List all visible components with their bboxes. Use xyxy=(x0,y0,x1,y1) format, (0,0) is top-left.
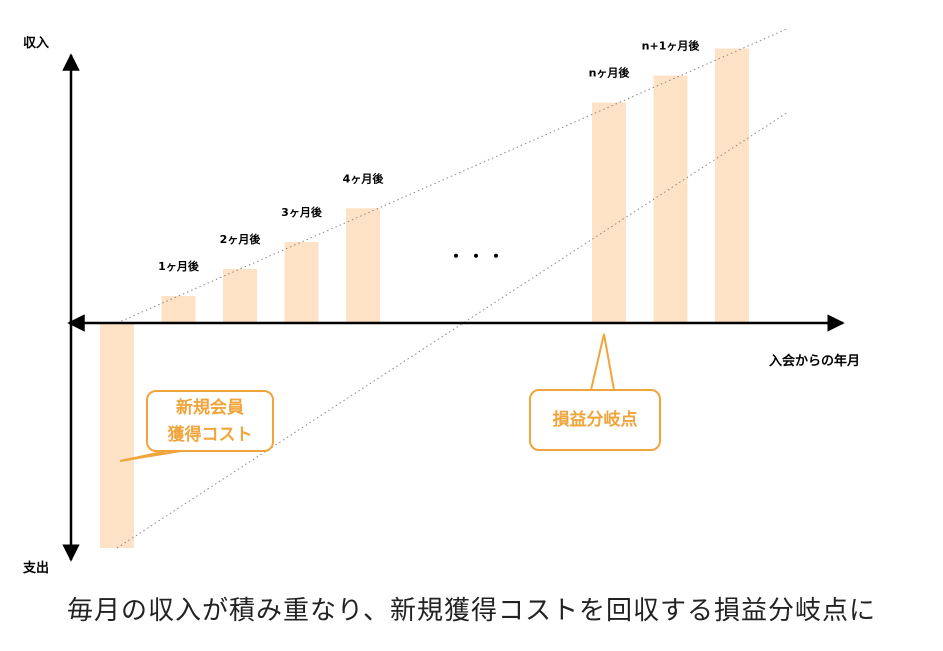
bar-10 xyxy=(715,48,749,323)
bar-label-2: 2ヶ月後 xyxy=(220,232,262,246)
bar-0 xyxy=(100,323,134,548)
bar-label-1: 1ヶ月後 xyxy=(158,259,200,273)
y-axis-bottom-label: 支出 xyxy=(22,560,49,576)
y-axis-top-label: 収入 xyxy=(23,36,49,51)
bar-3 xyxy=(284,242,319,323)
bar-label-3: 3ヶ月後 xyxy=(281,205,323,219)
bar-label-8: nヶ月後 xyxy=(589,66,631,80)
bar-4 xyxy=(346,208,380,323)
bar-label-9: n+1ヶ月後 xyxy=(642,39,701,53)
acquisition-cost-callout: 新規会員 獲得コスト xyxy=(146,390,274,452)
chart-caption: 毎月の収入が積み重なり、新規獲得コストを回収する損益分岐点に xyxy=(67,596,876,626)
acquisition-callout-line2: 獲得コスト xyxy=(167,425,253,445)
x-axis-label: 入会からの年月 xyxy=(769,353,860,369)
acquisition-callout-pointer xyxy=(119,450,182,462)
acquisition-callout-line1: 新規会員 xyxy=(176,398,244,418)
bar-8 xyxy=(592,102,626,323)
breakeven-callout-pointer xyxy=(590,333,615,391)
bar-9 xyxy=(653,75,688,323)
bar-2 xyxy=(223,269,257,323)
bar-1 xyxy=(161,296,196,323)
breakeven-callout-label: 損益分岐点 xyxy=(552,410,638,430)
bar-label-4: 4ヶ月後 xyxy=(343,171,385,185)
upper-trend-line xyxy=(116,28,788,324)
breakeven-callout: 損益分岐点 xyxy=(529,389,661,451)
ellipsis-mark: ・・・ xyxy=(448,247,508,266)
